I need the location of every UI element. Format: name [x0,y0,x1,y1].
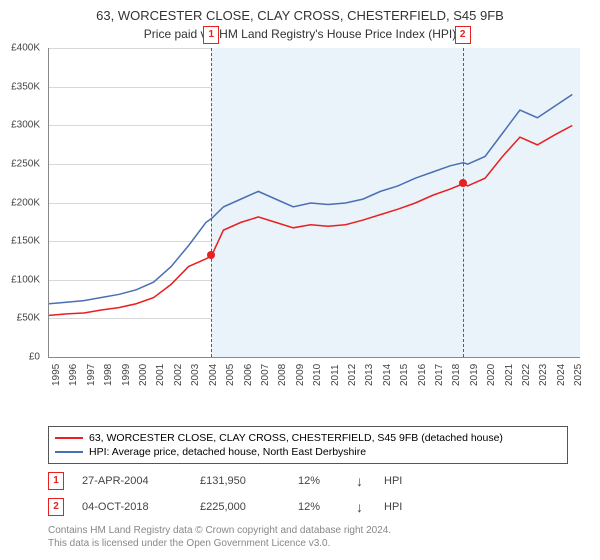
y-tick-label: £100K [11,274,40,285]
footer-line2: This data is licensed under the Open Gov… [48,537,568,550]
x-tick-label: 2004 [208,364,219,386]
x-tick-label: 1995 [51,364,62,386]
event-row: 2 04-OCT-2018 £225,000 12% ↓ HPI [48,494,568,520]
event-price: £225,000 [200,501,280,513]
footer-line1: Contains HM Land Registry data © Crown c… [48,524,568,537]
event-marker-box-2: 2 [455,26,471,44]
x-tick-label: 2025 [573,364,584,386]
y-axis-labels: £0£50K£100K£150K£200K£250K£300K£350K£400… [0,48,44,358]
x-tick-label: 2021 [504,364,515,386]
plot-region: 12 [48,48,580,358]
legend-box: 63, WORCESTER CLOSE, CLAY CROSS, CHESTER… [48,426,568,464]
y-tick-label: £200K [11,197,40,208]
x-tick-label: 2003 [190,364,201,386]
x-tick-label: 2015 [399,364,410,386]
down-arrow-icon: ↓ [356,473,366,489]
x-tick-label: 2011 [330,364,341,386]
x-tick-label: 2008 [277,364,288,386]
x-tick-label: 2005 [225,364,236,386]
y-tick-label: £0 [29,352,40,363]
chart-title: 63, WORCESTER CLOSE, CLAY CROSS, CHESTER… [0,0,600,25]
footer-attribution: Contains HM Land Registry data © Crown c… [48,524,568,550]
x-tick-label: 2000 [138,364,149,386]
event-marker-box-1: 1 [203,26,219,44]
legend-label: HPI: Average price, detached house, Nort… [89,446,366,458]
events-table: 1 27-APR-2004 £131,950 12% ↓ HPI 2 04-OCT-2018 £… [48,468,568,520]
x-axis-labels: 1995 1996 1997 1998 1999 2000 2001 2002 2003 2004… [48,360,580,390]
event-row: 1 27-APR-2004 £131,950 12% ↓ HPI [48,468,568,494]
x-tick-label: 2002 [173,364,184,386]
event-line-1 [211,48,212,357]
x-tick-label: 2013 [364,364,375,386]
chart-area: 12 £0£50K£100K£150K£200K£250K£300K£350K£… [48,48,580,388]
x-tick-label: 2017 [434,364,445,386]
x-tick-label: 2022 [521,364,532,386]
y-tick-label: £250K [11,158,40,169]
chart-subtitle: Price paid vs. HM Land Registry's House … [0,25,600,41]
x-tick-label: 1996 [68,364,79,386]
x-tick-label: 2016 [417,364,428,386]
event-num-box: 1 [48,472,64,490]
x-tick-label: 2020 [486,364,497,386]
y-tick-label: £400K [11,43,40,54]
x-tick-label: 2007 [260,364,271,386]
x-tick-label: 2019 [469,364,480,386]
chart-container: 63, WORCESTER CLOSE, CLAY CROSS, CHESTER… [0,0,600,560]
y-tick-label: £50K [17,313,40,324]
x-tick-label: 2001 [155,364,166,386]
x-tick-label: 2023 [538,364,549,386]
event-num-box: 2 [48,498,64,516]
series-hpi [49,95,572,304]
y-tick-label: £150K [11,236,40,247]
line-layer [49,48,581,358]
event-pct: 12% [298,501,338,513]
x-tick-label: 1998 [103,364,114,386]
event-dot-2 [459,179,467,187]
legend-swatch [55,451,83,453]
event-line-2 [463,48,464,357]
legend-swatch [55,437,83,439]
series-property [49,126,572,316]
event-dot-1 [207,251,215,259]
down-arrow-icon: ↓ [356,499,366,515]
event-date: 04-OCT-2018 [82,501,182,513]
y-tick-label: £300K [11,120,40,131]
event-price: £131,950 [200,475,280,487]
event-hpi-label: HPI [384,475,414,487]
legend-label: 63, WORCESTER CLOSE, CLAY CROSS, CHESTER… [89,432,503,444]
y-tick-label: £350K [11,81,40,92]
x-tick-label: 1999 [121,364,132,386]
x-tick-label: 2006 [243,364,254,386]
legend-row: HPI: Average price, detached house, Nort… [55,445,561,459]
x-tick-label: 2012 [347,364,358,386]
event-hpi-label: HPI [384,501,414,513]
x-tick-label: 2009 [295,364,306,386]
x-tick-label: 2018 [451,364,462,386]
x-tick-label: 2010 [312,364,323,386]
x-tick-label: 1997 [86,364,97,386]
x-tick-label: 2014 [382,364,393,386]
legend-row: 63, WORCESTER CLOSE, CLAY CROSS, CHESTER… [55,431,561,445]
x-tick-label: 2024 [556,364,567,386]
event-date: 27-APR-2004 [82,475,182,487]
event-pct: 12% [298,475,338,487]
